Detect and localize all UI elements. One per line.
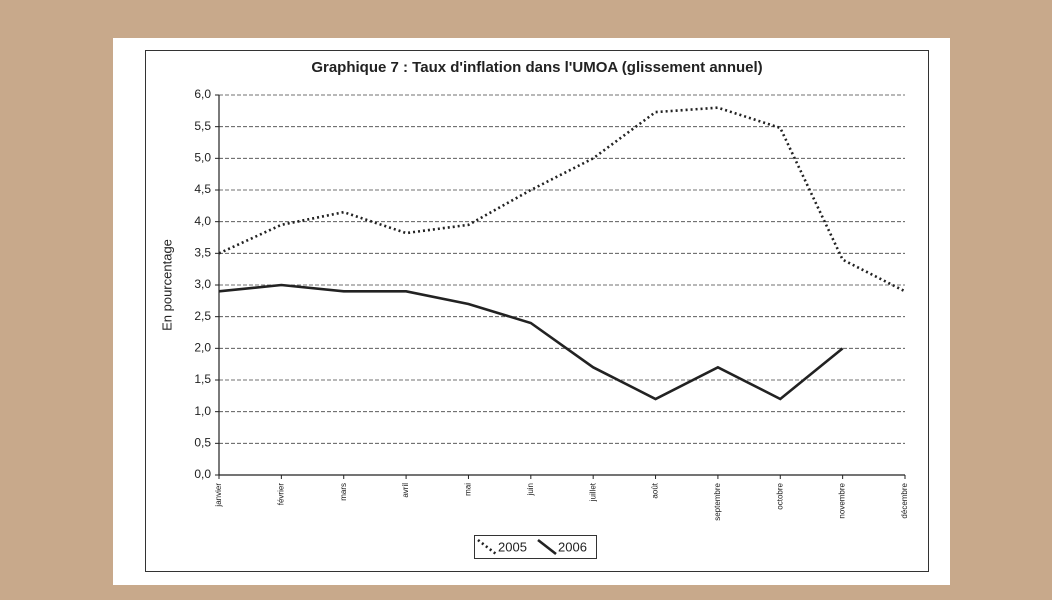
legend-label: 2006 [558,539,587,554]
panel [113,38,950,585]
y-tick-label: 0,0 [194,467,211,481]
x-tick-label: septembre [713,482,722,520]
x-tick-label: juillet [588,482,597,502]
y-axis-label: En pourcentage [159,239,174,331]
y-tick-label: 2,0 [194,341,211,355]
y-tick-label: 1,0 [194,404,211,418]
y-tick-label: 4,0 [194,214,211,228]
line-series [218,283,844,401]
y-tick-label: 2,5 [194,309,211,323]
x-tick-label: janvier [214,483,223,508]
y-tick-label: 0,5 [194,436,211,450]
x-tick-label: mai [464,483,473,496]
x-tick-label: novembre [838,482,847,518]
line-series [218,106,906,293]
x-tick-label: mars [339,483,348,501]
legend-label: 2005 [498,539,527,554]
x-tick-label: février [276,483,285,506]
legend-symbol [477,538,497,556]
x-tick-label: août [651,482,660,498]
y-tick-label: 3,5 [194,246,211,260]
y-tick-label: 6,0 [194,87,211,101]
y-tick-label: 5,0 [194,151,211,165]
chart-title: Graphique 7 : Taux d'inflation dans l'UM… [311,59,762,76]
x-tick-label: décembre [900,482,909,518]
x-tick-label: juin [526,483,535,496]
y-tick-label: 4,5 [194,182,211,196]
legend-box [474,535,597,559]
y-tick-label: 1,5 [194,372,211,386]
y-tick-label: 3,0 [194,277,211,291]
x-tick-label: octobre [775,482,784,509]
chart-border [145,50,929,572]
legend-symbol [537,538,557,556]
x-tick-label: avril [401,483,410,498]
y-tick-label: 5,5 [194,119,211,133]
